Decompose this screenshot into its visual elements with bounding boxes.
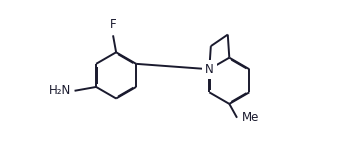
Text: H₂N: H₂N <box>49 84 71 97</box>
Text: F: F <box>110 19 116 31</box>
Text: N: N <box>205 63 214 76</box>
Text: Me: Me <box>242 111 259 124</box>
